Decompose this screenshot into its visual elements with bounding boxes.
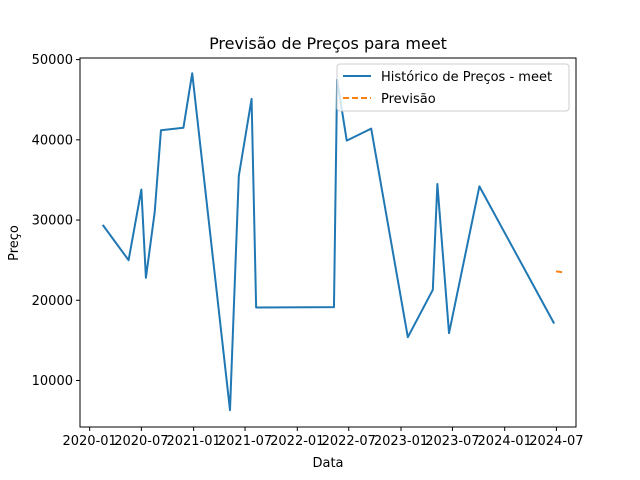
x-tick-label: 2022-07: [322, 434, 376, 449]
x-tick-label: 2024-01: [478, 434, 532, 449]
y-tick-label: 30000: [32, 214, 73, 229]
series-layer: [101, 72, 566, 412]
x-tick-label: 2020-07: [114, 434, 168, 449]
forecast-series-line: [555, 270, 566, 274]
x-tick-label: 2020-01: [62, 434, 116, 449]
legend-box: [336, 63, 570, 112]
y-tick-label: 40000: [32, 133, 73, 148]
x-axis-label: Data: [312, 456, 343, 471]
chart-title: Previsão de Preços para meet: [209, 34, 447, 53]
legend-label-history: Histórico de Preços - meet: [381, 70, 552, 85]
axes-frame: [79, 57, 577, 428]
legend-label-forecast: Previsão: [381, 92, 436, 107]
axes-background: [80, 58, 576, 427]
x-tick-label: 2022-01: [270, 434, 324, 449]
x-tick-label: 2023-01: [374, 434, 428, 449]
y-axis-label: Preço: [7, 225, 22, 261]
x-tick-label: 2024-07: [529, 434, 583, 449]
y-axis: 10000 20000 30000 40000 50000: [32, 53, 80, 389]
history-series-line: [101, 72, 556, 412]
x-tick-label: 2021-01: [166, 434, 220, 449]
y-tick-label: 50000: [32, 53, 73, 68]
x-tick-label: 2023-07: [425, 434, 479, 449]
y-tick-label: 10000: [32, 374, 73, 389]
x-axis: 2020-012020-072021-012021-072022-012022-…: [62, 427, 584, 449]
x-tick-label: 2021-07: [218, 434, 272, 449]
plot-area: [79, 57, 577, 428]
legend: Histórico de Preços - meet Previsão: [336, 63, 570, 112]
y-tick-label: 20000: [32, 294, 73, 309]
